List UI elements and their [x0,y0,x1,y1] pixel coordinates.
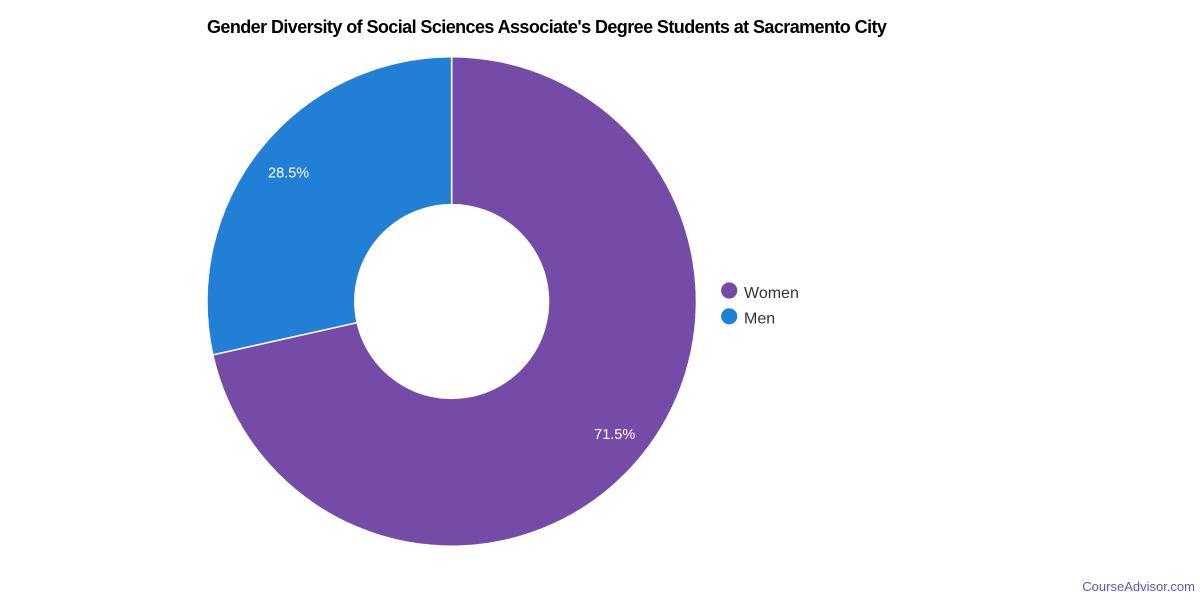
svg-text:CourseAdvisor.com: CourseAdvisor.com [1082,579,1195,594]
svg-text:28.5%: 28.5% [268,165,309,181]
svg-text:Gender Diversity of Social Sci: Gender Diversity of Social Sciences Asso… [207,17,887,37]
svg-text:Women: Women [744,285,799,302]
svg-text:Men: Men [744,311,775,328]
svg-text:71.5%: 71.5% [594,427,635,443]
